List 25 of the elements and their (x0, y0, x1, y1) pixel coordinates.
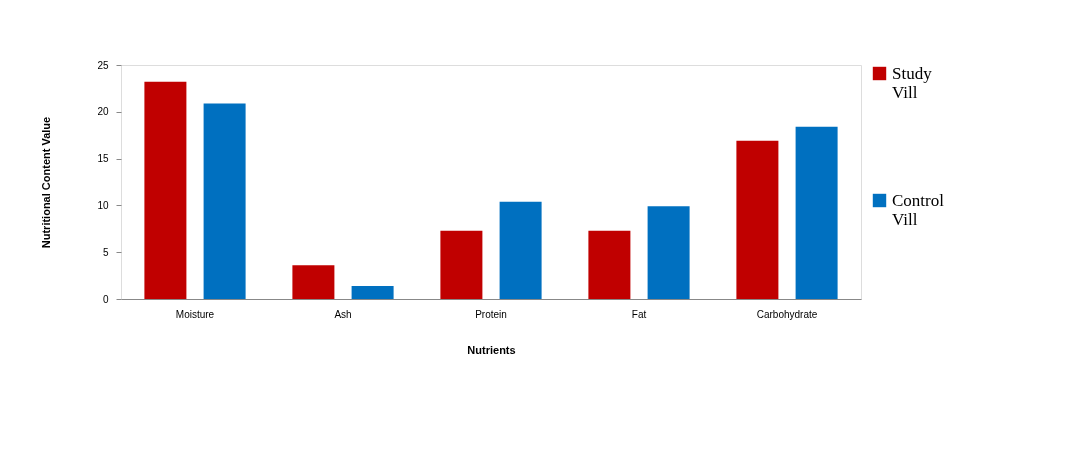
legend-label: Control Vill (892, 190, 945, 229)
x-tick-label: Fat (631, 308, 647, 320)
x-tick-label: Carbohydrate (756, 308, 818, 320)
bar (588, 230, 631, 299)
y-tick-label: 15 (97, 153, 109, 165)
bar (647, 206, 690, 299)
y-tick-label: 20 (97, 106, 109, 118)
y-tick-label: 5 (102, 246, 109, 258)
legend-label: Study Vill (892, 63, 933, 102)
y-axis-title: Nutritional Content Value (40, 116, 53, 249)
bar (499, 201, 542, 299)
bar (440, 230, 483, 299)
y-tick-label: 25 (97, 59, 109, 71)
y-tick-label: 0 (102, 293, 109, 305)
x-tick-label: Moisture (175, 308, 215, 320)
bar (736, 140, 779, 299)
bar (203, 103, 246, 299)
bar (351, 285, 394, 299)
x-tick-label: Protein (475, 308, 507, 320)
x-tick-label: Ash (334, 308, 352, 320)
y-tick-label: 10 (97, 199, 109, 211)
bar (795, 126, 838, 299)
bar (144, 81, 187, 299)
bar (292, 265, 335, 299)
x-axis-title: Nutrients (467, 343, 516, 356)
